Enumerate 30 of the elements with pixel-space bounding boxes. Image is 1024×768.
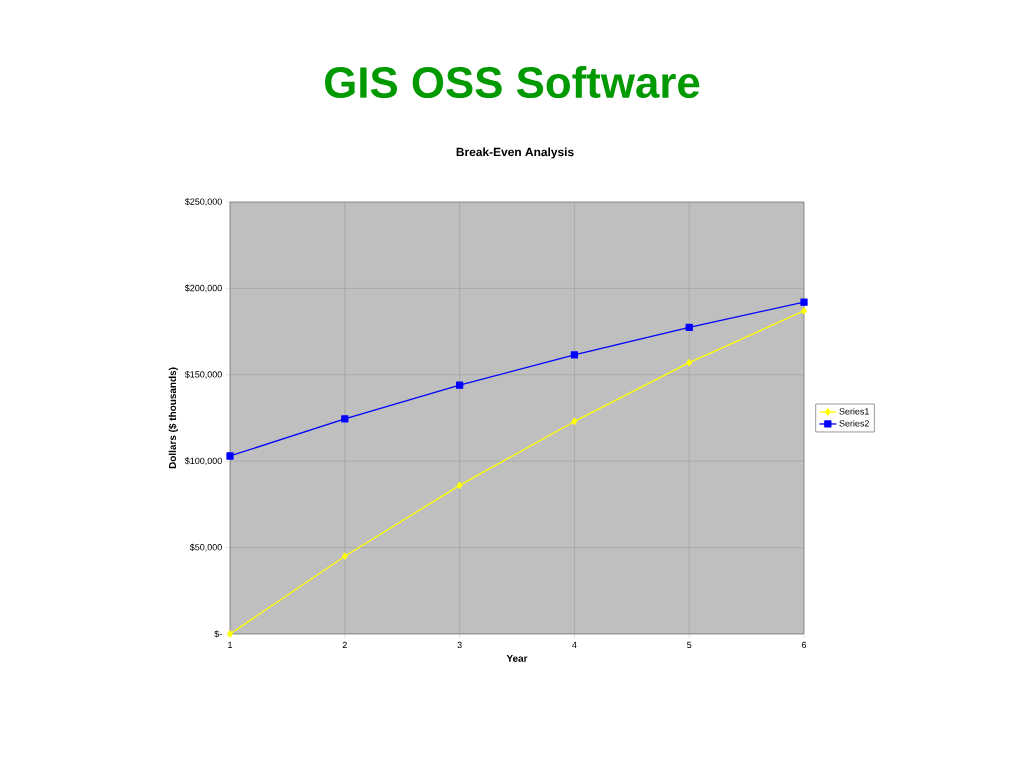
y-axis-title: Dollars ($ thousands) [168, 367, 178, 469]
legend-label: Series2 [839, 419, 869, 427]
x-tick-label: 2 [342, 641, 347, 649]
point [801, 307, 807, 315]
point [456, 481, 463, 490]
point [341, 415, 349, 423]
chart-subtitle: Break-Even Analysis [456, 147, 574, 159]
x-tick-label: 6 [801, 641, 807, 649]
point [685, 323, 693, 331]
x-tick-label: 1 [228, 641, 233, 648]
x-tick-label: 5 [687, 641, 692, 649]
y-tick-label: $150,000 [184, 370, 222, 379]
y-tick-label: $50,000 [189, 543, 222, 552]
y-tick-label: $200,000 [184, 284, 222, 293]
point [686, 359, 693, 367]
x-tick-label: 3 [457, 641, 462, 649]
chart-title: GIS OSS Software [325, 65, 700, 99]
point [570, 351, 579, 359]
x-axis-title: Year [506, 654, 528, 662]
point [226, 452, 234, 460]
point [571, 417, 578, 426]
point [800, 298, 808, 306]
y-tick-label: $250,000 [184, 198, 222, 206]
point [227, 630, 233, 638]
point [341, 552, 348, 560]
x-tick-label: 4 [572, 641, 577, 648]
point [455, 381, 464, 389]
y-tick-label: $- [214, 630, 222, 638]
y-tick-label: $100,000 [184, 457, 222, 466]
legend-label: Series1 [839, 408, 869, 415]
